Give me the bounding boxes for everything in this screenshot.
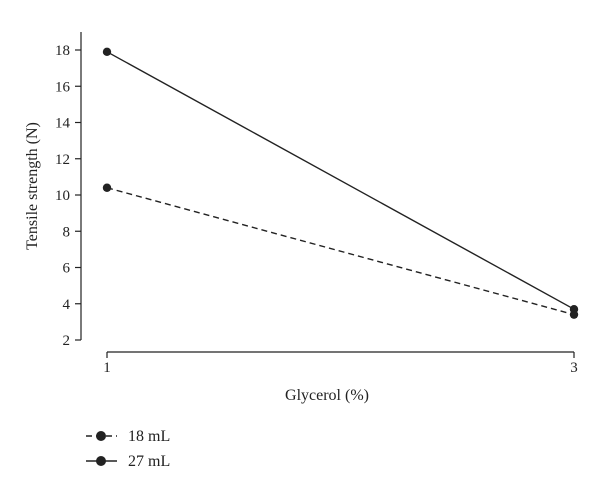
y-ticks: 2 4 6 8 10 12 14 16 18 <box>55 43 81 349</box>
y-tick-label: 8 <box>63 224 71 240</box>
series-line-2 <box>106 51 575 310</box>
series-1-point <box>102 183 112 192</box>
legend-label: 27 mL <box>128 453 170 470</box>
legend-swatch-marker <box>96 456 106 466</box>
legend-swatch-marker <box>96 431 106 441</box>
y-tick-label: 10 <box>55 188 70 204</box>
legend: 18 mL 27 mL <box>86 428 170 470</box>
series-line-1 <box>106 187 575 316</box>
y-tick-label: 18 <box>55 43 70 59</box>
y-tick-label: 12 <box>55 152 70 168</box>
series-layer <box>102 47 579 319</box>
series-2-point <box>569 304 579 314</box>
series-2-point <box>102 47 112 57</box>
y-tick-label: 4 <box>63 297 71 313</box>
y-tick-label: 6 <box>63 261 71 277</box>
x-axis-label: Glycerol (%) <box>285 387 369 404</box>
y-axis-label: Tensile strength (N) <box>24 122 41 250</box>
x-tick-label: 1 <box>103 360 111 376</box>
legend-label: 18 mL <box>128 428 170 445</box>
y-tick-label: 2 <box>63 333 71 349</box>
x-tick-label: 3 <box>570 360 578 376</box>
y-tick-label: 16 <box>55 79 71 95</box>
y-tick-label: 14 <box>55 116 71 132</box>
